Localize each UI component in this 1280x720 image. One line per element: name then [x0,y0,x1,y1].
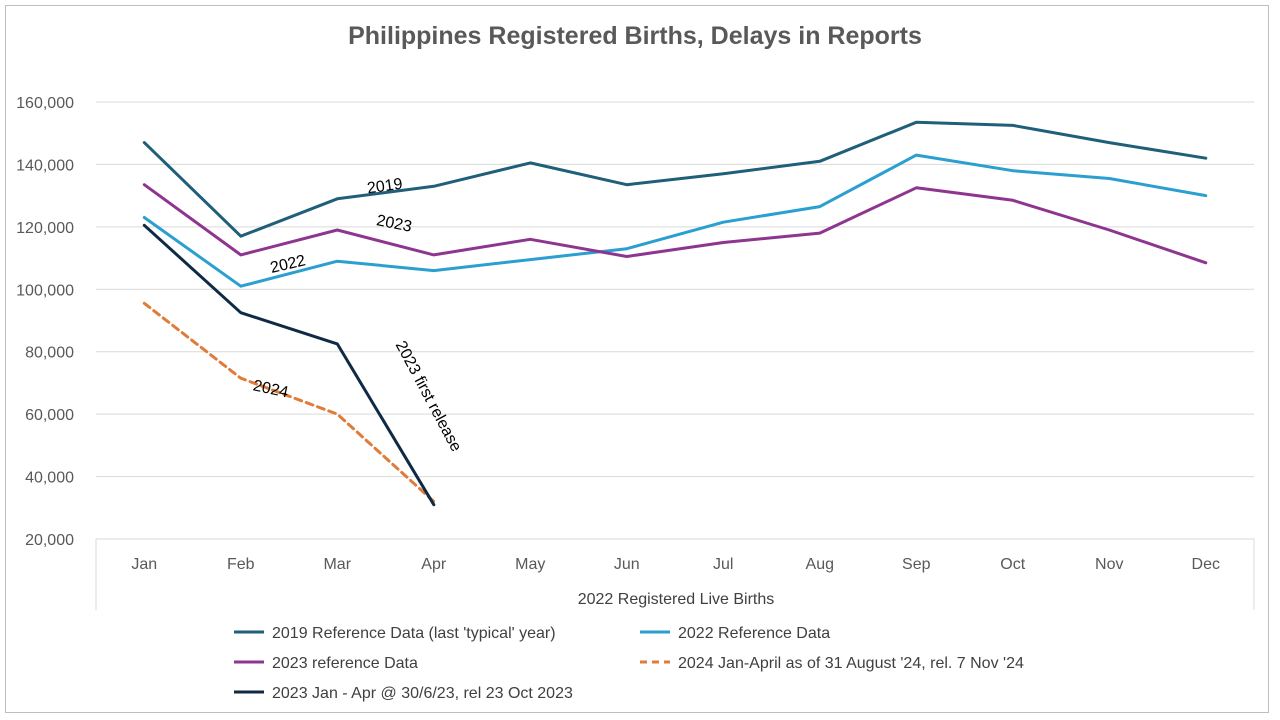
series-lines [142,120,1208,507]
annotation-label: 2019 [366,176,404,198]
series-line [142,120,1208,238]
legend-label: 2024 Jan-April as of 31 August '24, rel.… [678,655,1024,672]
x-tick-label: Aug [806,556,834,573]
grid [95,101,1255,610]
legend-label: 2023 reference Data [272,655,418,672]
series-line [142,301,436,503]
annotation-label: 2023 first release [392,338,465,454]
y-axis-ticks: 20,000 40,000 60,000 80,000 100,000 120,000 14… [16,95,74,549]
legend-label: 2023 Jan - Apr @ 30/6/23, rel 23 Oct 202… [272,685,573,702]
y-tick-label: 20,000 [25,532,74,549]
y-tick-label: 80,000 [25,345,74,362]
legend: 2019 Reference Data (last 'typical' year… [234,625,1024,702]
series-line [142,223,436,507]
x-tick-label: Jun [614,556,640,573]
series-line [142,153,1208,288]
y-tick-label: 140,000 [16,157,74,174]
annotation-label: 2024 [251,377,289,401]
x-tick-label: Apr [421,556,447,573]
annotations: 2019 2023 2022 2024 2023 first release [251,176,464,455]
y-tick-label: 60,000 [25,407,74,424]
x-axis-label: 2022 Registered Live Births [578,591,775,608]
y-tick-label: 40,000 [25,470,74,487]
annotation-label: 2022 [269,252,308,277]
x-tick-label: Jan [131,556,157,573]
x-tick-label: Feb [227,556,255,573]
y-tick-label: 160,000 [16,95,74,112]
x-tick-label: Mar [323,556,351,573]
x-axis-ticks: Jan Feb Mar Apr May Jun Jul Aug Sep Oct Nov Dec [131,556,1220,573]
chart-title: Philippines Registered Births, Delays in… [348,22,922,50]
series-line [142,183,1208,265]
legend-label: 2019 Reference Data (last 'typical' year… [272,625,556,642]
x-tick-label: Dec [1192,556,1220,573]
x-tick-label: Oct [1000,556,1025,573]
x-tick-label: Jul [713,556,733,573]
y-tick-label: 120,000 [16,220,74,237]
legend-label: 2022 Reference Data [678,625,830,642]
x-tick-label: May [515,556,545,573]
x-tick-label: Nov [1095,556,1123,573]
y-tick-label: 100,000 [16,282,74,299]
annotation-label: 2023 [375,212,413,235]
x-tick-label: Sep [902,556,931,573]
